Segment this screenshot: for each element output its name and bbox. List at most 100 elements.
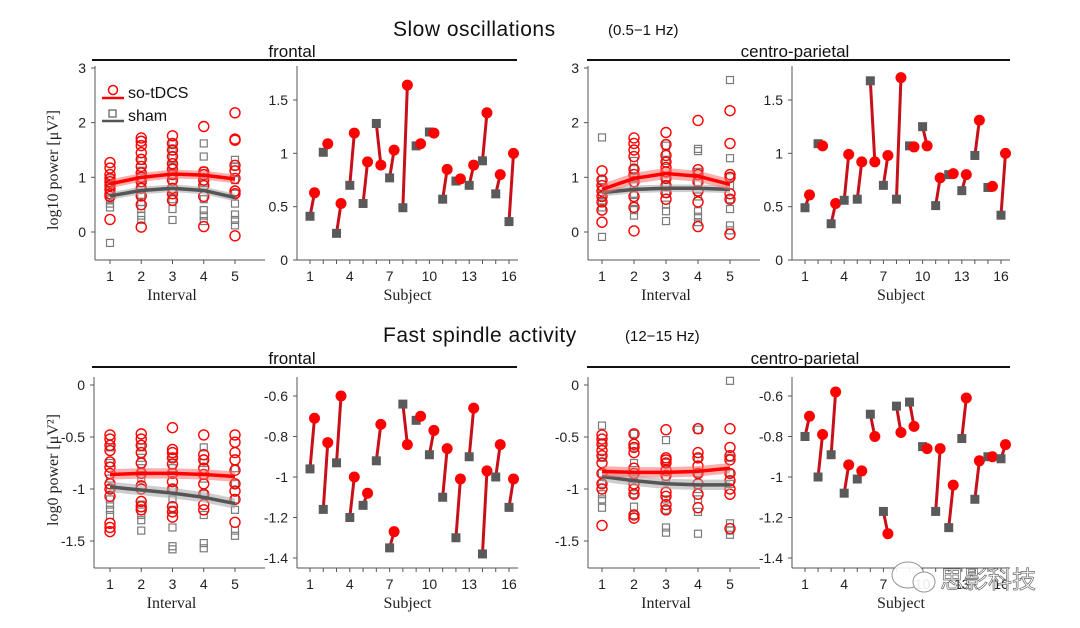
sham-point [199,510,208,520]
sham-point [725,376,735,385]
stim-subject-point [494,169,506,181]
stim-point [198,478,210,490]
x-tick-label: 3 [662,576,670,592]
x-tick-label: 4 [840,576,848,592]
stim-point [135,153,147,165]
sham-subject-point [358,500,368,510]
subject-connector [934,448,942,512]
x-tick-label: 2 [137,576,145,592]
chat-bubble-icon [912,571,936,593]
stim-point [229,436,241,448]
sham-point [230,210,240,219]
legend-label: sham [128,108,167,125]
section-title-slow-oscillations: Slow oscillations (0.5−1 Hz) [393,18,678,41]
x-axis-label: Interval [147,595,197,612]
sham-point [693,212,703,221]
y-tick-label: 0.5 [269,199,289,215]
stim-fit-line [109,172,236,186]
x-tick-label: 7 [880,268,888,284]
x-tick-label: 1 [306,268,314,284]
stim-subject-point [1000,439,1011,451]
subject-connector [842,154,851,201]
x-tick-label: 1 [106,576,114,592]
stim-point [198,448,210,461]
sham-subject-point [358,198,368,208]
sham-subject-point [424,450,434,460]
stim-subject-point [362,156,374,168]
sham-subject-point [944,523,954,533]
section-band: (12−15 Hz) [625,328,700,345]
stim-point [596,204,608,216]
stim-subject-point [415,410,427,422]
stim-subject-point [882,528,894,540]
sham-subject-point [345,180,355,190]
x-axis-label: Interval [641,595,691,612]
stim-subject-point [947,168,959,180]
stim-subject-point [441,443,453,455]
sham-subject-point [332,458,342,468]
stim-point [104,525,116,538]
sham-point [199,139,208,148]
sham-subject-point [371,118,381,128]
sham-subject-point [970,494,980,504]
stim-subject-point [934,172,946,184]
section-title: Slow oscillations [393,18,556,41]
x-tick-label: 10 [915,268,931,284]
sham-point [230,531,240,540]
stim-point [104,456,116,468]
stim-point [229,454,241,466]
stim-point [692,488,704,500]
y-tick-label: 3 [78,60,86,76]
stim-point [135,457,147,469]
stim-point [198,454,210,466]
stim-point [628,225,640,237]
sham-subject-point [477,549,487,559]
stim-point [166,452,179,464]
y-tick-label: -0.6 [759,388,783,404]
sham-subject-point [970,150,980,160]
stim-point [628,441,640,454]
stim-point [660,424,672,436]
sham-point [597,175,607,185]
subject-connector [973,120,981,156]
sham-point [629,490,639,499]
stim-subject-point [869,156,881,168]
sham-point [597,503,607,512]
subject-connector [868,80,877,162]
subject-connector [999,153,1007,216]
sham-point [629,458,639,468]
stim-point [628,512,640,524]
stim-point [692,446,704,459]
panel-subject-frontal: 0 0.5 1 1.5 1 4 7 10 13 16 Subject [269,66,519,304]
y-tick-label: -0.8 [759,429,783,445]
stim-subject-point [401,79,413,91]
sham-point [230,526,240,535]
stim-subject-point [804,189,815,201]
stim-subject-point [428,127,440,139]
stim-subject-point [388,144,400,156]
x-tick-label: 1 [801,268,809,284]
stim-point [166,144,179,156]
sham-point [137,453,146,462]
square-marker-icon [108,109,117,118]
x-tick-label: 1 [598,268,606,284]
y-tick-label: -0.6 [264,388,288,404]
sham-subject-point [878,180,888,190]
stim-point [135,221,147,233]
y-tick-label: -1.4 [264,550,288,566]
subject-connector [947,484,955,528]
panel-interval-frontal: 0 -0.5 -1 -1.5 1 2 3 4 5 Interval [61,377,265,612]
y-tick-label: -1.4 [759,550,783,566]
x-tick-label: 1 [598,576,606,592]
sham-subject-point [464,180,474,190]
stim-subject-point [830,386,842,398]
y-tick-label: -1 [567,481,580,497]
y-tick-label: -0.5 [61,429,85,445]
stim-point [596,438,608,450]
x-tick-label: 4 [694,576,702,592]
subject-connector [308,418,316,470]
sham-point [230,221,240,230]
